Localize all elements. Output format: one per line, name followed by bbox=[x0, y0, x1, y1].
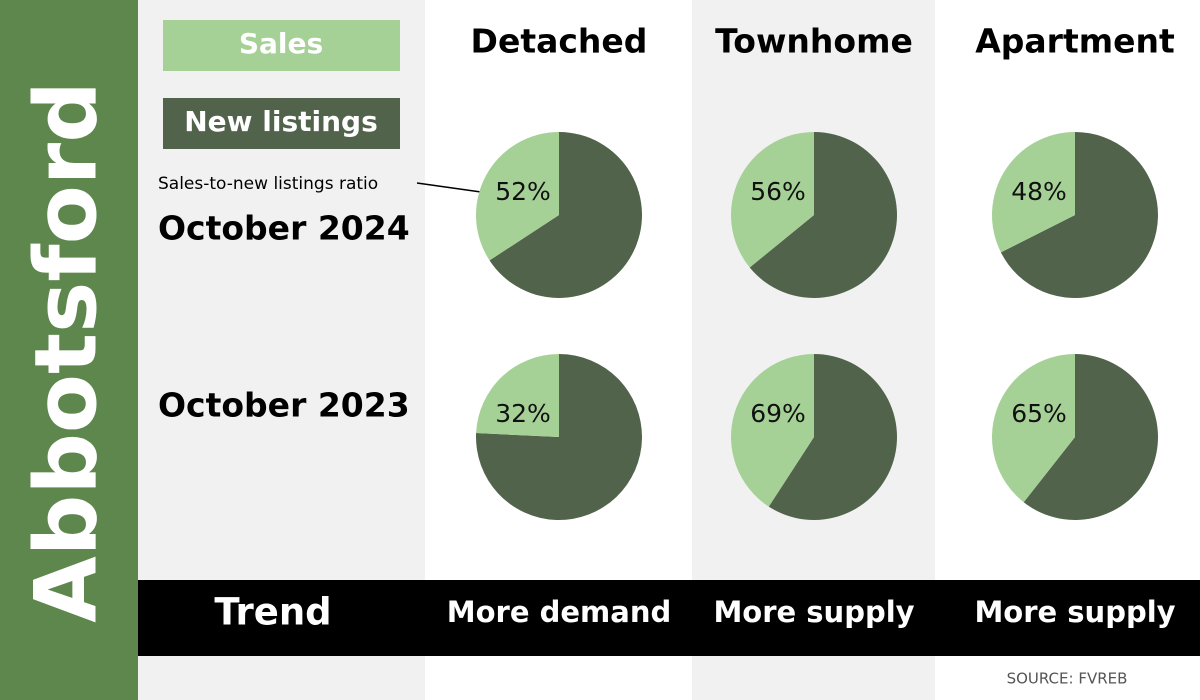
ratio-label: 56% bbox=[750, 177, 806, 206]
pie-sales bbox=[476, 354, 559, 437]
trend-value: More supply bbox=[713, 595, 914, 629]
legend-swatch bbox=[163, 98, 400, 149]
trend-value: More supply bbox=[974, 595, 1175, 629]
row-label: October 2023 bbox=[158, 386, 410, 425]
ratio-label: 32% bbox=[495, 399, 551, 428]
row-label: October 2024 bbox=[158, 209, 410, 248]
annotation: Sales-to-new listings ratio bbox=[158, 174, 378, 194]
source: SOURCE: FVREB bbox=[1007, 670, 1128, 688]
pie-new-listings bbox=[768, 353, 897, 520]
pie-sales bbox=[992, 132, 1075, 253]
pie-new-listings bbox=[1000, 132, 1158, 298]
pie-new-listings bbox=[1023, 354, 1158, 520]
ratio-label: 65% bbox=[1011, 399, 1067, 428]
legend-label: Sales bbox=[239, 27, 323, 60]
trend-value: More demand bbox=[447, 595, 671, 629]
ratio-label: 48% bbox=[1011, 177, 1067, 206]
pie-sales bbox=[475, 132, 559, 261]
legend-label: New listings bbox=[184, 105, 378, 138]
trend-label: Trend bbox=[214, 591, 331, 634]
column-header: Apartment bbox=[975, 22, 1175, 61]
legend-swatch bbox=[163, 20, 400, 71]
ratio-label: 69% bbox=[750, 399, 806, 428]
column-header: Townhome bbox=[715, 22, 913, 61]
trend-band bbox=[138, 580, 1200, 656]
ratio-label: 52% bbox=[495, 177, 551, 206]
column-header: Detached bbox=[471, 22, 648, 61]
pie-new-listings bbox=[489, 132, 642, 298]
pie-sales bbox=[730, 132, 814, 268]
annotation-line bbox=[416, 182, 489, 194]
pie-new-listings bbox=[749, 132, 897, 299]
region-bar bbox=[0, 0, 138, 700]
pie-sales bbox=[991, 354, 1075, 503]
region-title: Abbotsford bbox=[16, 81, 116, 623]
pie-sales bbox=[730, 354, 814, 507]
